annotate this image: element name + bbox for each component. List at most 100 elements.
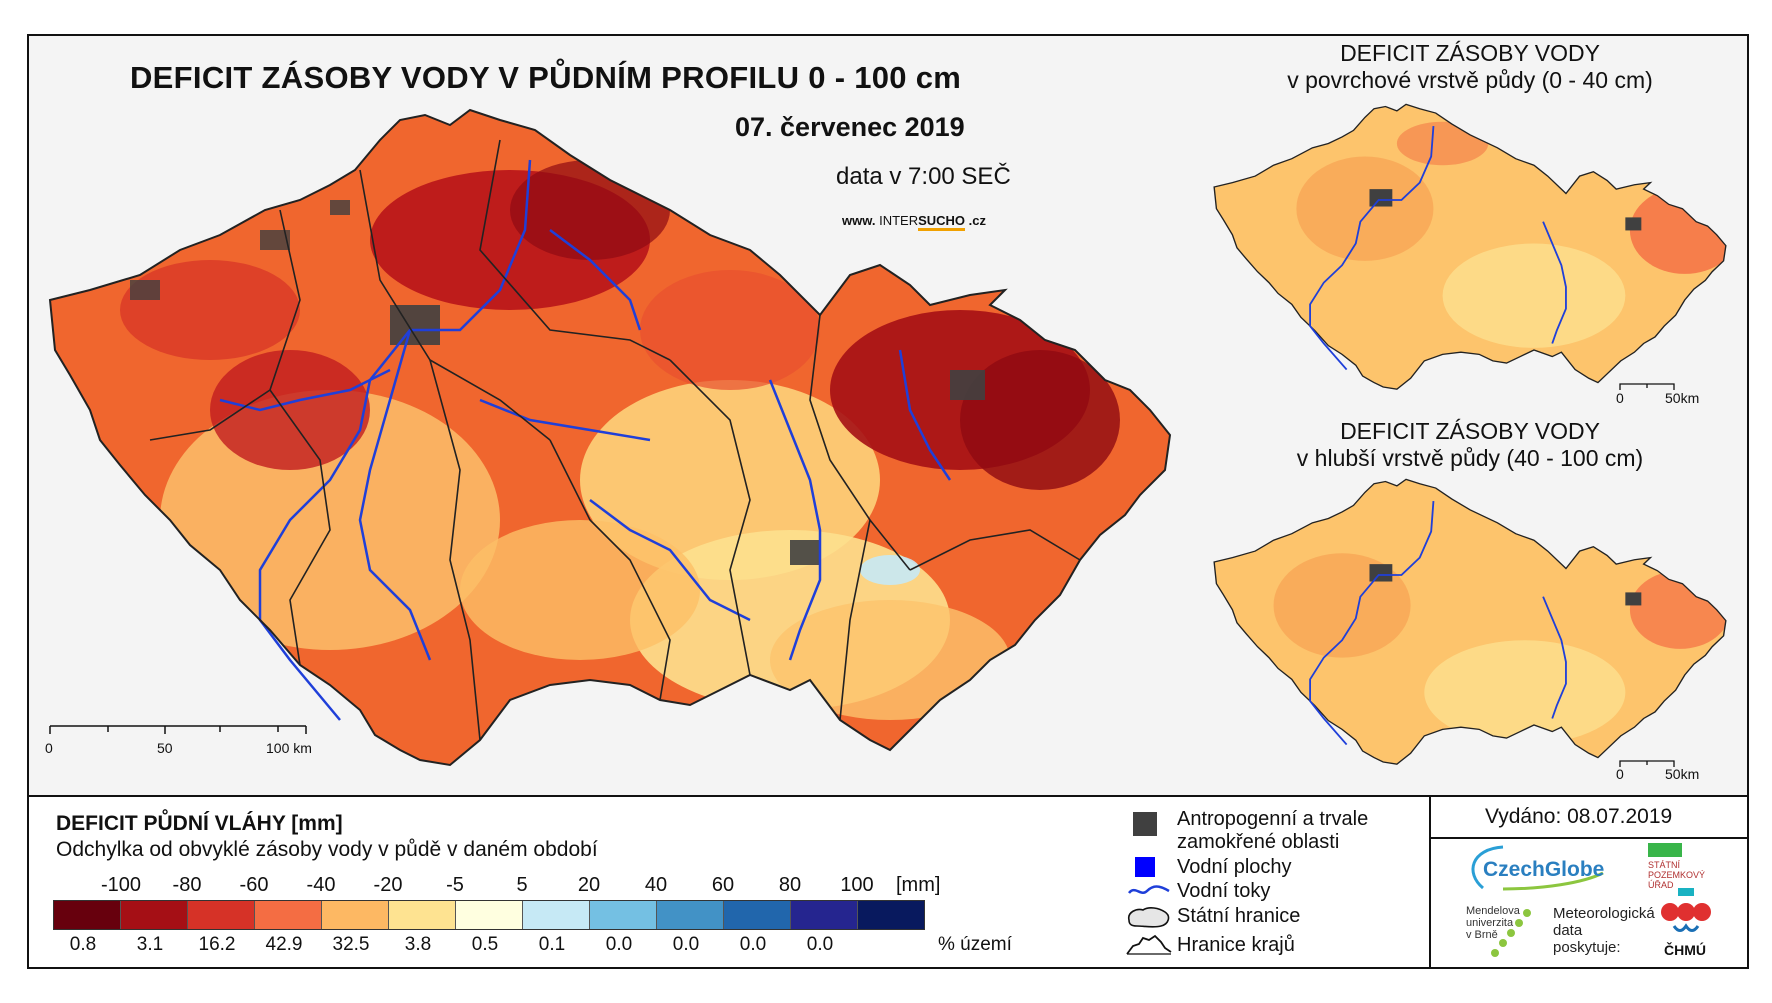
symbol-label-anthropogenic-2: zamokřené oblasti <box>1177 831 1340 853</box>
pct-value: 0.0 <box>672 934 700 955</box>
website-prefix: www. <box>842 213 876 228</box>
ramp-swatch <box>255 901 322 929</box>
spu-line-1: STÁTNÍ <box>1648 860 1681 870</box>
ramp-swatch <box>456 901 523 929</box>
inset-bottom-map <box>1213 478 1727 765</box>
pct-value: 0.0 <box>605 934 633 955</box>
mendel-line-3: v Brně <box>1466 929 1498 941</box>
legend-subtitle: Odchylka od obvyklé zásoby vody v půdě v… <box>56 838 598 861</box>
issued-divider <box>1429 837 1749 839</box>
grey-square-icon <box>1133 812 1157 836</box>
color-ramp <box>53 900 925 930</box>
inset-bottom-title: DEFICIT ZÁSOBY VODY <box>1340 418 1600 444</box>
inset-top-subtitle: v povrchové vrstvě půdy (0 - 40 cm) <box>1287 67 1653 93</box>
inset-top-scale-50: 50km <box>1665 390 1700 406</box>
chmu-logo-icon <box>1661 888 1711 932</box>
mendel-line-2: univerzita <box>1466 917 1514 929</box>
tick-label: -80 <box>172 874 202 896</box>
inset-bottom-scale-0: 0 <box>1616 766 1624 782</box>
inset-top-map <box>1213 103 1727 390</box>
symbol-label-anthropogenic: Antropogenní a trvale <box>1177 808 1369 830</box>
pct-value: 0.5 <box>471 934 499 955</box>
tick-label: 100 <box>840 874 874 896</box>
ramp-swatch <box>858 901 924 929</box>
tick-label: -5 <box>446 874 464 896</box>
pct-value: 3.1 <box>136 934 164 955</box>
mendel-logo-dots <box>1491 909 1531 957</box>
ramp-swatch <box>791 901 858 929</box>
main-scale-0: 0 <box>45 740 53 756</box>
map-date: 07. červenec 2019 <box>735 112 965 142</box>
inset-bottom-scale-50: 50km <box>1665 766 1700 782</box>
ramp-swatch <box>322 901 389 929</box>
legend-title: DEFICIT PŮDNÍ VLÁHY [mm] <box>56 812 343 835</box>
symbol-label-state-border: Státní hranice <box>1177 905 1301 927</box>
inset-top-scale-0: 0 <box>1616 390 1624 406</box>
website-brand-b: SUCHO <box>918 213 966 231</box>
pct-value: 0.1 <box>538 934 566 955</box>
symbol-label-water-bodies: Vodní plochy <box>1177 856 1292 878</box>
main-scale-100: 100 km <box>266 740 312 756</box>
pct-value: 0.0 <box>806 934 834 955</box>
pct-value: 32.5 <box>332 934 370 955</box>
symbol-label-region-border: Hranice krajů <box>1177 934 1295 956</box>
spu-line-2: POZEMKOVÝ <box>1648 870 1706 880</box>
inset-top-title: DEFICIT ZÁSOBY VODY <box>1340 40 1600 66</box>
data-time: data v 7:00 SEČ <box>836 163 1011 190</box>
pct-value: 0.0 <box>739 934 767 955</box>
meteo-line-2: data <box>1553 922 1583 939</box>
legend-divider <box>1429 795 1431 969</box>
river-line-icon <box>1128 885 1170 894</box>
ramp-swatch <box>188 901 255 929</box>
mendel-logo-text: Mendelova univerzita v Brně <box>1466 905 1520 941</box>
ramp-swatch <box>121 901 188 929</box>
website-brand-a: INTER <box>879 213 919 228</box>
ramp-swatch <box>54 901 121 929</box>
blue-square-icon <box>1135 857 1155 877</box>
tick-label: -100 <box>100 874 142 896</box>
ramp-swatch <box>590 901 657 929</box>
region-border-icon <box>1126 934 1172 955</box>
tick-label: -60 <box>239 874 269 896</box>
inset-bottom-scale-bar <box>1619 760 1675 767</box>
pct-value: 0.8 <box>69 934 97 955</box>
issued-date: Vydáno: 08.07.2019 <box>1485 805 1673 828</box>
ramp-swatch <box>724 901 791 929</box>
meteo-line-3: poskytuje: <box>1553 939 1621 956</box>
legend-panel <box>27 795 1749 969</box>
state-border-icon <box>1127 907 1170 928</box>
pct-value: 42.9 <box>265 934 303 955</box>
tick-label: -40 <box>306 874 336 896</box>
tick-label: 60 <box>711 874 735 896</box>
czechglobe-logo <box>1471 845 1604 891</box>
main-map <box>48 108 1172 767</box>
ramp-swatch <box>523 901 590 929</box>
pct-value: 3.8 <box>404 934 432 955</box>
ramp-swatch <box>657 901 724 929</box>
spu-logo-text: STÁTNÍ POZEMKOVÝ ÚŘAD <box>1648 860 1705 890</box>
czechglobe-name: CzechGlobe <box>1483 858 1605 881</box>
meteo-text: Meteorologická data poskytuje: <box>1553 905 1655 956</box>
inset-bottom-subtitle: v hlubší vrstvě půdy (40 - 100 cm) <box>1296 445 1644 471</box>
ramp-swatch <box>389 901 456 929</box>
tick-label: -20 <box>373 874 403 896</box>
spu-logo-mark <box>1648 843 1682 857</box>
main-scale-50: 50 <box>157 740 173 756</box>
website-suffix: .cz <box>968 213 987 228</box>
chmu-name: ČHMÚ <box>1664 942 1706 958</box>
pct-value: 16.2 <box>198 934 236 955</box>
website-link[interactable]: www. INTERSUCHO .cz <box>842 213 987 231</box>
inset-top-scale-bar <box>1619 383 1675 390</box>
tick-label: 80 <box>778 874 802 896</box>
map-title: DEFICIT ZÁSOBY VODY V PŮDNÍM PROFILU 0 -… <box>130 60 962 95</box>
spu-line-3: ÚŘAD <box>1648 880 1674 890</box>
unit-label: [mm] <box>896 874 941 896</box>
symbol-label-rivers: Vodní toky <box>1177 880 1271 902</box>
tick-label: 40 <box>644 874 668 896</box>
main-scale-bar <box>49 725 307 734</box>
percent-label: % území <box>938 934 1012 955</box>
tick-label: 20 <box>577 874 601 896</box>
tick-label: 5 <box>516 874 528 896</box>
meteo-line-1: Meteorologická <box>1553 905 1655 922</box>
mendel-line-1: Mendelova <box>1466 905 1520 917</box>
